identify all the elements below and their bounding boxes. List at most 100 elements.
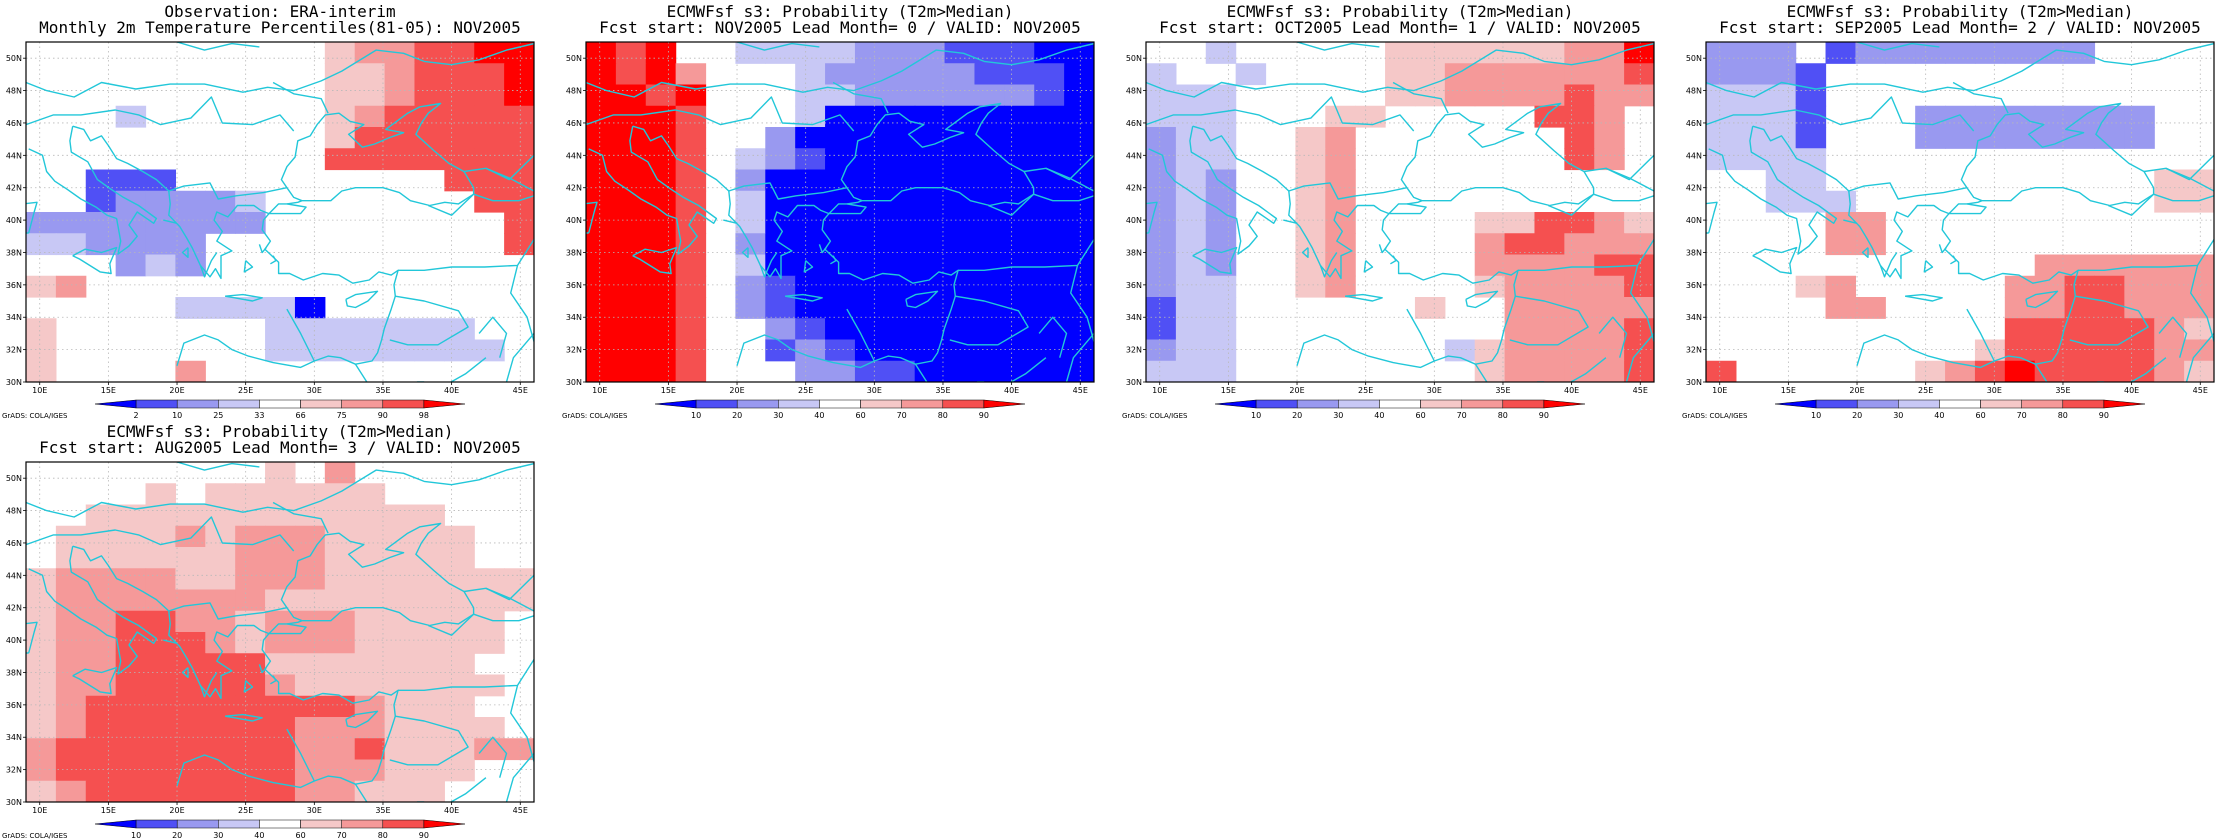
grid-cell [444, 653, 475, 676]
colorbar-label: 80 [378, 831, 388, 840]
grid-cell [354, 105, 386, 128]
grid-cell [1175, 254, 1207, 277]
panel-title-line1: Observation: ERA-interim [164, 2, 395, 21]
grid-cell [26, 360, 57, 382]
grid-cell [825, 318, 856, 341]
colorbar-segment [218, 399, 260, 409]
grid-cell [1004, 318, 1035, 341]
grid-cell [974, 84, 1005, 107]
colorbar-segment [1502, 399, 1545, 409]
grid-cell [1474, 63, 1506, 86]
grid-cell [1146, 105, 1177, 128]
map-frame [25, 461, 535, 803]
grid-cell [384, 525, 416, 548]
grid-cell [914, 84, 946, 107]
grid-cell [235, 738, 266, 761]
grid-cell [974, 169, 1005, 192]
colorbar: 10 20 30 40 60 70 80 90 [1774, 399, 2146, 420]
colorbar-label: 80 [938, 411, 948, 420]
coastline-segment [1708, 126, 1838, 255]
colorbar-segment [135, 819, 178, 829]
grid-cell [1414, 297, 1446, 319]
grid-cell [235, 717, 266, 739]
grid-cell [974, 42, 1005, 64]
grid-cell [645, 42, 677, 64]
grid-cell [854, 339, 886, 362]
colorbar-segment [300, 819, 342, 829]
lon-tick-label: 15E [1221, 386, 1236, 395]
grid-cell [444, 63, 475, 86]
coastline-segment [2185, 332, 2214, 382]
lon-tick-label: 25E [1358, 386, 1373, 395]
grid-cell [974, 233, 1005, 256]
grid-cell [825, 127, 856, 149]
grid-cell [474, 339, 505, 362]
grid-cell [205, 297, 236, 319]
grid-cell [944, 84, 976, 107]
grid-cell [615, 212, 647, 234]
grid-cell [384, 504, 416, 527]
grid-cell [1064, 297, 1094, 319]
grid-cell [795, 212, 826, 234]
grid-cell [55, 717, 87, 739]
grid-cell [354, 610, 386, 633]
grid-cell [944, 275, 976, 298]
coastline-segment [199, 672, 218, 698]
grid-cell [675, 84, 707, 107]
lon-tick-label: 30E [307, 386, 322, 395]
grid-cell [1594, 254, 1625, 277]
grid-cell [1795, 275, 1827, 298]
grid-cell [265, 674, 296, 697]
grid-cell [1624, 84, 1654, 107]
grid-cell [1064, 169, 1094, 192]
map-gridlines [1706, 42, 2214, 382]
grid-cell [1034, 275, 1065, 298]
grid-cell [1146, 63, 1177, 86]
grid-cell [115, 717, 147, 739]
grid-cell [145, 674, 177, 697]
grid-cell [1175, 148, 1207, 171]
colorbar-label: 25 [213, 411, 223, 420]
grid-cell [294, 318, 326, 341]
lat-tick-label: 38N [1686, 248, 1702, 257]
grid-cell [414, 780, 445, 802]
grid-cell [1735, 105, 1767, 128]
grid-cell [1706, 360, 1737, 382]
grid-cell [1146, 148, 1177, 171]
grads-credit: GrADS: COLA/IGES [2, 412, 68, 420]
grid-cell [324, 780, 356, 802]
grid-cell [265, 653, 296, 676]
coastlines [26, 462, 534, 802]
grid-cell [615, 254, 647, 277]
coastline-segment [905, 290, 939, 309]
lon-tick-label: 25E [238, 806, 253, 815]
grid-cell [145, 169, 177, 192]
colorbar-segment [1338, 399, 1380, 409]
grid-cell [1295, 127, 1326, 149]
grid-cell [1735, 63, 1767, 86]
grid-cell [384, 148, 416, 171]
grid-cell [1034, 339, 1065, 362]
coastline-segment [723, 219, 738, 224]
grid-cell [1295, 212, 1326, 234]
grid-cell [1706, 148, 1737, 171]
grid-cell [735, 148, 766, 171]
colorbar-label: 90 [1539, 411, 1549, 420]
grid-cell [235, 632, 266, 654]
grid-cell [1855, 297, 1886, 319]
grid-cell [1205, 275, 1237, 298]
grid-cell [414, 568, 445, 591]
grid-cell [825, 233, 856, 256]
grid-cell [1945, 127, 1976, 149]
grid-cell [175, 632, 206, 654]
colorbar-label: 70 [897, 411, 907, 420]
lat-tick-label: 38N [566, 248, 582, 257]
coastline-segment [26, 462, 534, 518]
grid-cell [615, 275, 647, 298]
grid-cell [1974, 42, 2006, 64]
grid-cell [675, 360, 707, 382]
lon-tick-label: 35E [1495, 386, 1510, 395]
grid-cell [384, 318, 416, 341]
coastline-segment [1288, 182, 1408, 200]
grid-cell [854, 318, 886, 341]
